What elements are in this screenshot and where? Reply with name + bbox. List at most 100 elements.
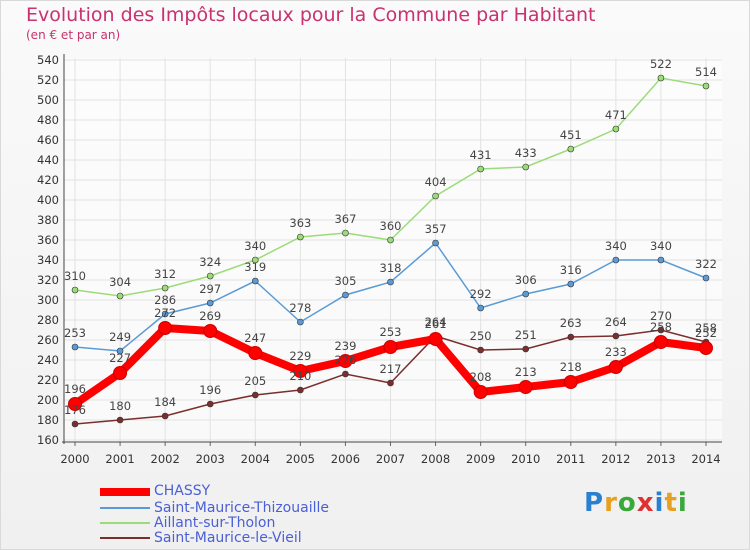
data-point-aillant-sur-tholon (702, 82, 710, 90)
data-label-saint-maurice-thizouaille: 286 (154, 293, 176, 307)
chart-subtitle: (en € et par an) (26, 28, 121, 42)
data-label-saint-maurice-thizouaille: 292 (470, 287, 492, 301)
data-point-chassy (699, 341, 713, 355)
data-point-chassy (518, 380, 533, 394)
data-point-saint-maurice-le-vieil (657, 326, 665, 334)
x-tick-label: 2003 (196, 452, 225, 466)
data-label-aillant-sur-tholon: 514 (695, 65, 717, 79)
legend-item-chassy: CHASSY (100, 483, 400, 500)
data-label-saint-maurice-thizouaille: 340 (650, 239, 672, 253)
y-tick-label: 300 (37, 293, 59, 307)
data-point-saint-maurice-thizouaille (297, 318, 304, 326)
data-label-chassy: 258 (650, 320, 672, 334)
x-tick-label: 2006 (331, 452, 360, 466)
legend-swatch-aillant-sur-tholon (100, 522, 150, 524)
data-label-aillant-sur-tholon: 471 (605, 108, 627, 122)
data-label-saint-maurice-le-vieil: 258 (695, 321, 717, 335)
data-label-saint-maurice-thizouaille: 253 (64, 326, 86, 340)
data-label-saint-maurice-thizouaille: 305 (334, 274, 356, 288)
data-label-chassy: 261 (425, 317, 447, 331)
y-tick-label: 460 (37, 133, 59, 147)
data-label-chassy: 272 (154, 306, 176, 320)
legend-label: Saint-Maurice-le-Vieil (154, 530, 302, 546)
x-tick-label: 2010 (511, 452, 540, 466)
y-tick-label: 500 (37, 93, 59, 107)
data-label-aillant-sur-tholon: 340 (244, 239, 266, 253)
data-label-aillant-sur-tholon: 433 (515, 146, 537, 160)
data-label-saint-maurice-le-vieil: 205 (244, 374, 266, 388)
data-label-saint-maurice-le-vieil: 184 (154, 395, 176, 409)
data-point-saint-maurice-thizouaille (342, 291, 349, 299)
data-point-chassy (563, 375, 578, 389)
data-label-saint-maurice-thizouaille: 316 (560, 263, 582, 277)
chart-title: Evolution des Impôts locaux pour la Comm… (26, 4, 596, 26)
data-label-saint-maurice-le-vieil: 196 (199, 383, 221, 397)
data-point-aillant-sur-tholon (206, 272, 214, 280)
x-tick-label: 2004 (241, 452, 270, 466)
data-point-saint-maurice-le-vieil (161, 412, 169, 420)
legend-label: CHASSY (154, 483, 211, 499)
x-tick-label: 2009 (466, 452, 495, 466)
x-tick-label: 2005 (286, 452, 315, 466)
y-tick-label: 260 (37, 333, 59, 347)
data-point-saint-maurice-thizouaille (251, 277, 259, 285)
data-point-saint-maurice-thizouaille (116, 347, 124, 355)
data-label-aillant-sur-tholon: 310 (64, 269, 86, 283)
data-point-saint-maurice-thizouaille (71, 343, 79, 351)
data-point-saint-maurice-thizouaille (206, 299, 214, 307)
data-point-saint-maurice-le-vieil (297, 386, 304, 394)
data-label-saint-maurice-thizouaille: 278 (289, 301, 311, 315)
data-point-saint-maurice-thizouaille (567, 280, 575, 288)
data-point-aillant-sur-tholon (71, 286, 79, 294)
y-tick-label: 340 (37, 253, 59, 267)
data-label-chassy: 269 (199, 309, 221, 323)
data-label-saint-maurice-thizouaille: 306 (515, 273, 537, 287)
data-point-saint-maurice-thizouaille (477, 304, 484, 312)
data-label-saint-maurice-le-vieil: 217 (380, 362, 402, 376)
data-label-chassy: 239 (334, 339, 356, 353)
legend-item-saint-maurice-thizouaille: Saint-Maurice-Thizouaille (100, 500, 400, 517)
data-label-chassy: 208 (470, 370, 492, 384)
y-tick-label: 180 (37, 413, 59, 427)
data-label-aillant-sur-tholon: 404 (425, 175, 447, 189)
x-tick-label: 2000 (60, 452, 89, 466)
y-tick-label: 420 (37, 173, 59, 187)
data-point-saint-maurice-le-vieil (522, 345, 530, 353)
data-point-saint-maurice-thizouaille (161, 310, 169, 318)
data-point-saint-maurice-le-vieil (206, 400, 214, 408)
data-point-aillant-sur-tholon (567, 145, 575, 153)
y-tick-label: 320 (37, 273, 59, 287)
y-tick-label: 360 (37, 233, 59, 247)
data-point-chassy (248, 346, 263, 360)
data-point-aillant-sur-tholon (522, 163, 530, 171)
data-point-chassy (203, 324, 218, 338)
y-tick-label: 160 (37, 433, 59, 447)
data-point-saint-maurice-thizouaille (432, 239, 439, 247)
data-point-aillant-sur-tholon (477, 165, 484, 173)
data-label-chassy: 252 (695, 326, 717, 340)
data-label-saint-maurice-le-vieil: 263 (560, 316, 582, 330)
data-point-saint-maurice-le-vieil (71, 420, 79, 428)
data-label-aillant-sur-tholon: 312 (154, 267, 176, 281)
data-label-chassy: 227 (109, 351, 131, 365)
data-label-aillant-sur-tholon: 304 (109, 275, 131, 289)
y-tick-label: 220 (37, 373, 59, 387)
x-tick-label: 2001 (105, 452, 134, 466)
data-label-saint-maurice-le-vieil: 250 (470, 329, 492, 343)
data-point-aillant-sur-tholon (612, 125, 620, 133)
data-label-aillant-sur-tholon: 367 (334, 212, 356, 226)
data-label-chassy: 218 (560, 360, 582, 374)
data-label-saint-maurice-le-vieil: 264 (605, 315, 627, 329)
data-point-chassy (473, 385, 488, 399)
data-point-aillant-sur-tholon (116, 292, 124, 300)
data-label-aillant-sur-tholon: 431 (470, 148, 492, 162)
data-label-saint-maurice-thizouaille: 249 (109, 330, 131, 344)
y-tick-label: 520 (37, 73, 59, 87)
data-point-saint-maurice-le-vieil (116, 416, 124, 424)
data-point-aillant-sur-tholon (387, 236, 394, 244)
data-point-aillant-sur-tholon (161, 284, 169, 292)
data-label-saint-maurice-thizouaille: 319 (244, 260, 266, 274)
data-point-saint-maurice-le-vieil (251, 391, 259, 399)
legend-swatch-saint-maurice-le-vieil (100, 537, 150, 539)
